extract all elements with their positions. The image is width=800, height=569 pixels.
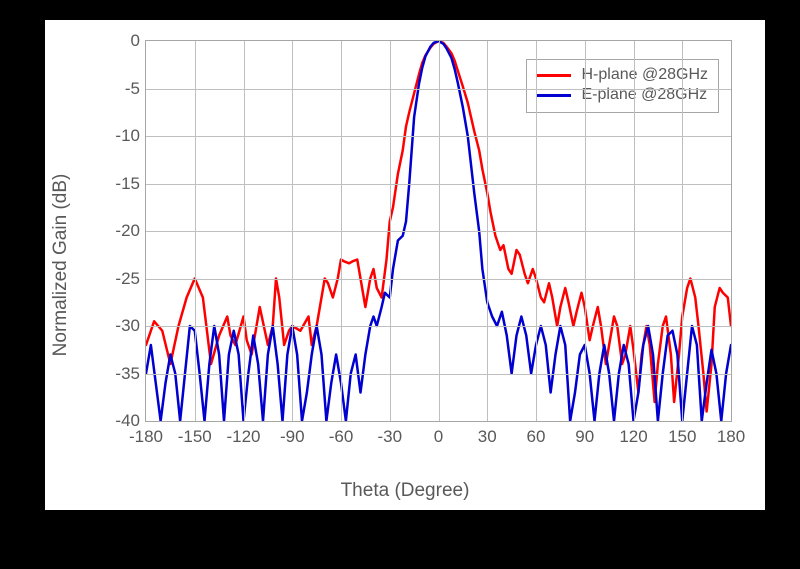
- chart-panel: Normalized Gain (dB) Theta (Degree) H-pl…: [45, 20, 765, 510]
- y-tick-label: -15: [115, 174, 140, 194]
- y-tick-label: -5: [125, 79, 140, 99]
- x-tick-label: 180: [717, 427, 745, 447]
- legend-swatch: [537, 94, 571, 97]
- x-tick-label: -30: [377, 427, 402, 447]
- x-tick-label: -90: [280, 427, 305, 447]
- legend: H-plane @28GHzE-plane @28GHz: [526, 59, 719, 113]
- x-tick-label: 150: [668, 427, 696, 447]
- y-tick-label: -25: [115, 269, 140, 289]
- gridline-h: [146, 326, 731, 327]
- y-axis-label: Normalized Gain (dB): [50, 174, 72, 357]
- y-tick-label: -35: [115, 364, 140, 384]
- y-tick-label: 0: [131, 31, 140, 51]
- gridline-h: [146, 89, 731, 90]
- gridline-h: [146, 184, 731, 185]
- x-tick-label: 90: [575, 427, 594, 447]
- x-tick-label: -60: [329, 427, 354, 447]
- x-axis-label: Theta (Degree): [341, 480, 470, 502]
- gridline-h: [146, 279, 731, 280]
- x-tick-label: -120: [226, 427, 260, 447]
- legend-label: H-plane @28GHz: [581, 66, 708, 84]
- gridline-h: [146, 136, 731, 137]
- plot-area: H-plane @28GHzE-plane @28GHz -180-150-12…: [145, 40, 732, 422]
- y-tick-label: -10: [115, 126, 140, 146]
- y-tick-label: -20: [115, 221, 140, 241]
- x-tick-label: 30: [478, 427, 497, 447]
- x-tick-label: 60: [527, 427, 546, 447]
- x-tick-label: -150: [178, 427, 212, 447]
- x-tick-label: 0: [434, 427, 443, 447]
- y-tick-label: -40: [115, 411, 140, 431]
- legend-swatch: [537, 74, 571, 77]
- y-tick-label: -30: [115, 316, 140, 336]
- x-tick-label: 120: [619, 427, 647, 447]
- gridline-h: [146, 374, 731, 375]
- figure-canvas: Normalized Gain (dB) Theta (Degree) H-pl…: [0, 0, 800, 569]
- gridline-h: [146, 231, 731, 232]
